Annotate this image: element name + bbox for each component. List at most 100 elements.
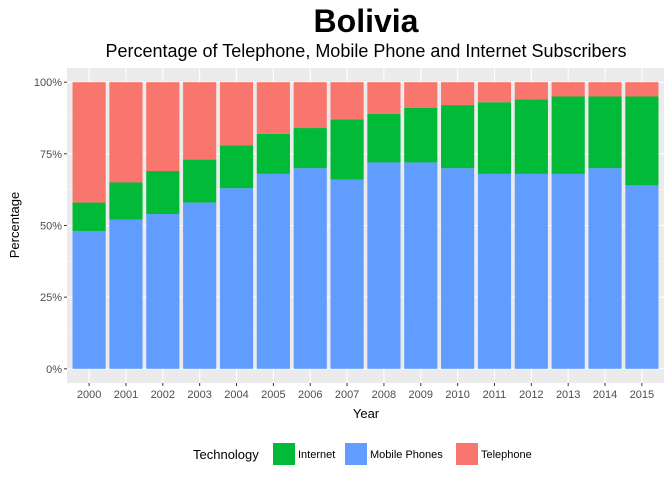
bar-stack-2001 xyxy=(109,82,143,369)
chart-title: Bolivia xyxy=(314,3,419,39)
bar-stack-2011 xyxy=(477,82,512,369)
bar-internet-2011 xyxy=(477,102,512,174)
bar-stack-2010 xyxy=(441,82,475,369)
bar-internet-2012 xyxy=(514,99,548,174)
bar-stack-2000 xyxy=(72,82,106,369)
bar-mobile-phones-2012 xyxy=(514,173,548,369)
bar-stack-2013 xyxy=(551,82,585,369)
x-tick-label: 2006 xyxy=(298,389,322,401)
bar-mobile-phones-2001 xyxy=(109,219,143,369)
y-tick-label: 25% xyxy=(40,292,62,304)
bar-mobile-phones-2005 xyxy=(256,173,290,369)
bar-telephone-2014 xyxy=(588,82,622,97)
bar-telephone-2003 xyxy=(183,82,217,160)
bar-internet-2009 xyxy=(404,107,438,163)
bar-internet-2003 xyxy=(183,159,217,203)
bar-internet-2007 xyxy=(330,119,364,180)
x-tick-label: 2010 xyxy=(445,389,469,401)
x-tick-label: 2013 xyxy=(556,389,580,401)
bar-telephone-2008 xyxy=(367,82,401,114)
x-tick-label: 2005 xyxy=(261,389,285,401)
bar-stack-2008 xyxy=(367,82,401,369)
bar-internet-2001 xyxy=(109,182,143,220)
x-tick-label: 2012 xyxy=(519,389,543,401)
bar-mobile-phones-2004 xyxy=(219,188,254,369)
bar-internet-2002 xyxy=(146,171,180,215)
bar-stack-2002 xyxy=(146,82,180,369)
chart-subtitle: Percentage of Telephone, Mobile Phone an… xyxy=(105,41,626,61)
x-tick-label: 2015 xyxy=(630,389,654,401)
bar-internet-2008 xyxy=(367,113,401,163)
legend-key xyxy=(345,443,367,465)
bar-mobile-phones-2003 xyxy=(183,202,217,369)
bar-stack-2009 xyxy=(404,82,438,369)
bar-mobile-phones-2010 xyxy=(441,168,475,369)
bar-internet-2010 xyxy=(441,105,475,169)
bar-mobile-phones-2007 xyxy=(330,179,364,369)
bar-mobile-phones-2002 xyxy=(146,214,180,369)
x-tick-label: 2004 xyxy=(224,389,248,401)
bar-mobile-phones-2015 xyxy=(625,185,659,369)
bar-mobile-phones-2000 xyxy=(72,231,106,369)
y-axis: 0% 25% 50% 75% 100% xyxy=(34,77,67,376)
y-tick-label: 100% xyxy=(34,77,62,89)
legend: Technology Internet Mobile Phones Telephon… xyxy=(193,443,532,465)
x-tick-label: 2014 xyxy=(593,389,617,401)
legend-label: Mobile Phones xyxy=(370,449,443,461)
bar-internet-2013 xyxy=(551,96,585,174)
bar-telephone-2000 xyxy=(72,82,106,203)
y-axis-title: Percentage xyxy=(7,192,22,259)
bar-stack-2007 xyxy=(330,82,364,369)
bar-stack-2012 xyxy=(514,82,548,369)
bar-stack-2014 xyxy=(588,82,622,369)
bar-telephone-2001 xyxy=(109,82,143,183)
legend-item-mobile-phones: Mobile Phones xyxy=(345,443,443,465)
legend-items: Internet Mobile Phones Telephone xyxy=(273,443,532,465)
bar-telephone-2006 xyxy=(293,82,327,129)
bar-stack-2015 xyxy=(625,82,659,369)
bar-internet-2004 xyxy=(219,145,254,189)
legend-label: Telephone xyxy=(481,449,532,461)
bar-internet-2015 xyxy=(625,96,659,186)
bar-telephone-2010 xyxy=(441,82,475,106)
bar-telephone-2004 xyxy=(219,82,254,146)
bar-telephone-2015 xyxy=(625,82,659,97)
bar-mobile-phones-2011 xyxy=(477,173,512,369)
bar-internet-2005 xyxy=(256,133,290,174)
legend-key xyxy=(456,443,478,465)
bar-stack-2003 xyxy=(183,82,217,369)
x-tick-label: 2000 xyxy=(77,389,101,401)
legend-item-internet: Internet xyxy=(273,443,335,465)
bar-telephone-2005 xyxy=(256,82,290,134)
x-axis: 2000 2001 2002 2003 2004 2005 2006 2007 2008 2009… xyxy=(77,383,654,401)
bar-internet-2000 xyxy=(72,202,106,232)
y-tick-label: 50% xyxy=(40,221,62,233)
y-tick-label: 0% xyxy=(46,364,62,376)
legend-label: Internet xyxy=(298,449,335,461)
bar-stack-2006 xyxy=(293,82,327,369)
bar-telephone-2013 xyxy=(551,82,585,97)
legend-item-telephone: Telephone xyxy=(456,443,532,465)
bar-internet-2006 xyxy=(293,128,327,169)
bar-mobile-phones-2008 xyxy=(367,162,401,369)
bar-telephone-2012 xyxy=(514,82,548,100)
bar-stack-2004 xyxy=(219,82,254,369)
bar-mobile-phones-2006 xyxy=(293,168,327,369)
x-tick-label: 2007 xyxy=(335,389,359,401)
legend-key xyxy=(273,443,295,465)
bar-telephone-2011 xyxy=(477,82,512,103)
bar-telephone-2007 xyxy=(330,82,364,120)
x-tick-label: 2002 xyxy=(151,389,175,401)
bar-mobile-phones-2009 xyxy=(404,162,438,369)
bar-internet-2014 xyxy=(588,96,622,169)
bar-telephone-2002 xyxy=(146,82,180,172)
bar-telephone-2009 xyxy=(404,82,438,108)
x-axis-title: Year xyxy=(353,406,380,421)
legend-title: Technology xyxy=(193,447,259,462)
x-tick-label: 2009 xyxy=(409,389,433,401)
bar-stack-2005 xyxy=(256,82,290,369)
x-tick-label: 2008 xyxy=(372,389,396,401)
bars-layer xyxy=(72,82,659,369)
bar-mobile-phones-2014 xyxy=(588,168,622,369)
